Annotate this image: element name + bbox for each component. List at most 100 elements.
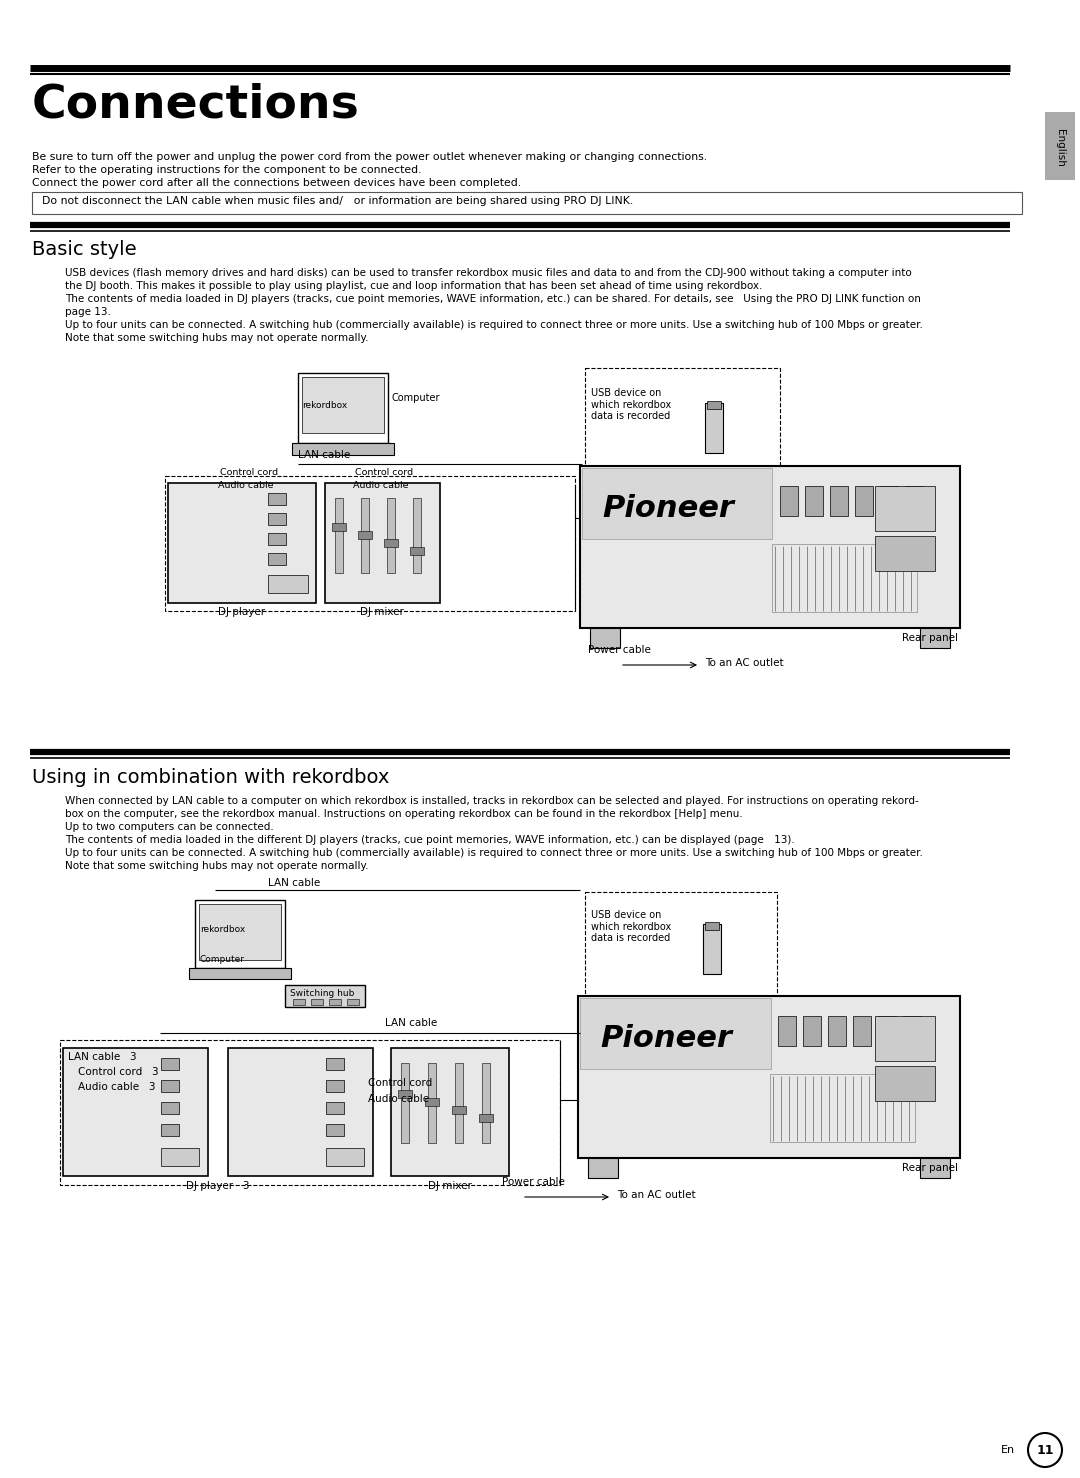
FancyBboxPatch shape [161,1123,179,1137]
FancyBboxPatch shape [387,498,395,573]
Circle shape [238,1077,322,1162]
Text: Control cord   3: Control cord 3 [78,1067,159,1077]
Text: the DJ booth. This makes it possible to play using playlist, cue and loop inform: the DJ booth. This makes it possible to … [65,281,762,291]
FancyBboxPatch shape [410,547,424,556]
FancyBboxPatch shape [161,1103,179,1114]
Text: Audio cable: Audio cable [353,480,408,491]
FancyBboxPatch shape [189,968,291,978]
Text: Basic style: Basic style [32,239,137,259]
FancyBboxPatch shape [326,1148,364,1166]
FancyBboxPatch shape [903,1015,921,1046]
Text: Switching hub: Switching hub [291,989,354,998]
Circle shape [1028,1434,1062,1468]
Circle shape [73,1077,157,1162]
FancyBboxPatch shape [855,486,873,516]
FancyBboxPatch shape [326,1103,345,1114]
FancyBboxPatch shape [853,1015,870,1046]
Text: En: En [1001,1445,1015,1454]
FancyBboxPatch shape [161,1058,179,1070]
FancyBboxPatch shape [778,1015,796,1046]
Text: Rear panel: Rear panel [902,1163,958,1174]
FancyBboxPatch shape [292,443,394,455]
FancyBboxPatch shape [60,1041,561,1185]
FancyBboxPatch shape [268,534,286,545]
Text: Power cable: Power cable [502,1176,565,1187]
Text: DJ mixer: DJ mixer [428,1181,472,1191]
Text: rekordbox: rekordbox [302,401,348,409]
FancyBboxPatch shape [347,999,359,1005]
Text: Using in combination with rekordbox: Using in combination with rekordbox [32,769,390,786]
Text: English: English [1055,129,1065,167]
FancyBboxPatch shape [804,1015,821,1046]
Text: Audio cable: Audio cable [368,1094,429,1104]
FancyBboxPatch shape [298,372,388,443]
FancyBboxPatch shape [905,486,923,516]
FancyBboxPatch shape [585,368,780,483]
FancyBboxPatch shape [326,1123,345,1137]
FancyBboxPatch shape [707,401,721,409]
FancyBboxPatch shape [391,1048,509,1176]
Text: Refer to the operating instructions for the component to be connected.: Refer to the operating instructions for … [32,166,421,174]
Text: Pioneer: Pioneer [600,1024,732,1052]
FancyBboxPatch shape [63,1048,208,1176]
Text: Audio cable   3: Audio cable 3 [78,1082,156,1092]
FancyBboxPatch shape [920,628,950,647]
FancyBboxPatch shape [401,1063,409,1142]
Text: LAN cable: LAN cable [384,1018,437,1029]
Text: Pioneer: Pioneer [602,494,734,523]
FancyBboxPatch shape [32,192,1022,214]
Text: box on the computer, see the rekordbox manual. Instructions on operating rekordb: box on the computer, see the rekordbox m… [65,808,743,819]
Circle shape [453,1150,465,1162]
Circle shape [359,576,372,590]
FancyBboxPatch shape [703,924,721,974]
FancyBboxPatch shape [268,513,286,525]
FancyBboxPatch shape [268,553,286,565]
FancyBboxPatch shape [875,1066,935,1101]
Text: Note that some switching hubs may not operate normally.: Note that some switching hubs may not op… [65,333,368,343]
FancyBboxPatch shape [311,999,323,1005]
Text: Up to four units can be connected. A switching hub (commercially available) is r: Up to four units can be connected. A swi… [65,321,923,330]
Circle shape [268,1108,292,1132]
Text: USB device on
which rekordbox
data is recorded: USB device on which rekordbox data is re… [591,910,672,943]
Text: To an AC outlet: To an AC outlet [705,658,784,668]
FancyBboxPatch shape [875,537,935,571]
Text: DJ player: DJ player [218,607,266,616]
Text: USB devices (flash memory drives and hard disks) can be used to transfer rekordb: USB devices (flash memory drives and har… [65,268,912,278]
Text: Computer: Computer [200,955,245,964]
FancyBboxPatch shape [361,498,369,573]
FancyBboxPatch shape [705,403,723,452]
FancyBboxPatch shape [302,377,384,433]
FancyBboxPatch shape [384,539,399,547]
Text: LAN cable: LAN cable [268,878,321,888]
Text: DJ mixer: DJ mixer [360,607,404,616]
Text: LAN cable: LAN cable [298,449,350,460]
Circle shape [103,1108,127,1132]
FancyBboxPatch shape [268,575,308,593]
Circle shape [208,539,232,563]
Text: Control cord: Control cord [368,1077,432,1088]
FancyBboxPatch shape [480,1114,492,1122]
Text: Connect the power cord after all the connections between devices have been compl: Connect the power cord after all the con… [32,177,522,188]
FancyBboxPatch shape [780,486,798,516]
FancyBboxPatch shape [580,998,771,1069]
FancyBboxPatch shape [1045,112,1075,180]
FancyBboxPatch shape [326,1080,345,1092]
Circle shape [384,576,397,590]
Text: page 13.: page 13. [65,307,111,316]
FancyBboxPatch shape [582,469,772,539]
FancyBboxPatch shape [831,486,848,516]
FancyBboxPatch shape [228,1048,373,1176]
FancyBboxPatch shape [580,466,960,628]
Text: 11: 11 [1036,1444,1054,1456]
Text: LAN cable   3: LAN cable 3 [68,1052,137,1063]
FancyBboxPatch shape [920,1157,950,1178]
FancyBboxPatch shape [828,1015,846,1046]
FancyBboxPatch shape [195,900,285,968]
FancyBboxPatch shape [165,476,575,610]
FancyBboxPatch shape [880,486,897,516]
FancyBboxPatch shape [199,905,281,961]
FancyBboxPatch shape [326,1058,345,1070]
Text: Connections: Connections [32,81,360,127]
Text: To an AC outlet: To an AC outlet [617,1190,696,1200]
Circle shape [426,1150,438,1162]
